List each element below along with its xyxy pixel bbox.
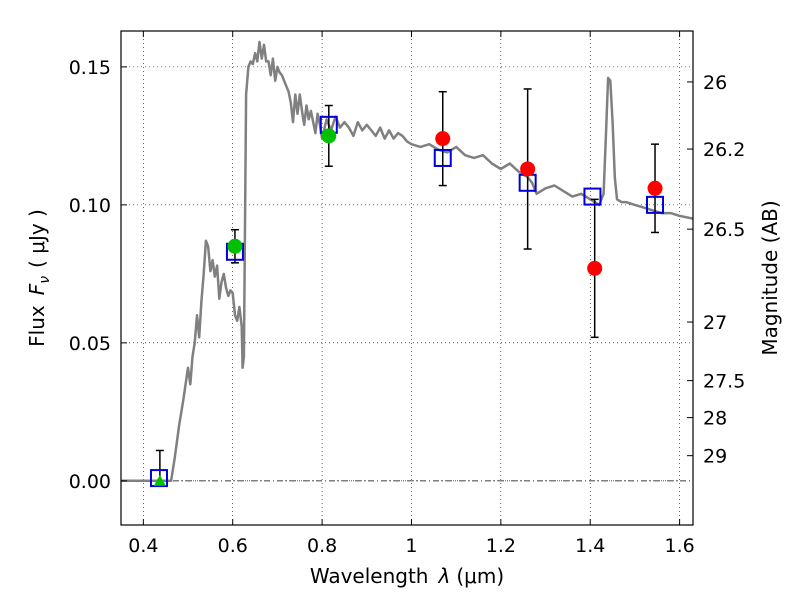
model-photometry-point	[149, 469, 168, 488]
x-tick-label: 0.6	[218, 535, 248, 557]
x-tick-label: 1	[405, 535, 417, 557]
axis-ticks: 0.4 0.6 0.8 1 1.2 1.4 1.6 0.00 0.05 0.10 0.15 26 26.…	[69, 31, 745, 557]
detection-point	[520, 161, 536, 177]
x-tick-label: 1.2	[486, 535, 516, 557]
plot-background	[121, 31, 693, 525]
marks-layer	[149, 88, 665, 488]
right-tick-label: 26.5	[703, 219, 745, 241]
right-axis-label: Magnitude (AB)	[758, 200, 782, 355]
model-spectrum-line	[121, 40, 693, 483]
right-tick-label: 26.2	[703, 139, 745, 161]
model-photometry-point	[433, 148, 452, 167]
y-tick-label: 0.15	[69, 57, 111, 79]
x-tick-label: 1.4	[575, 535, 605, 557]
detection-point	[435, 131, 451, 147]
model-layer	[121, 40, 693, 483]
right-tick-label: 28	[703, 408, 727, 430]
y-tick-label: 0.10	[69, 195, 111, 217]
right-tick-label: 26	[703, 72, 727, 94]
detection-point	[647, 180, 663, 196]
x-tick-label: 0.8	[307, 535, 337, 557]
optical-detection-point	[227, 238, 243, 254]
y-axis-label: FluxFν( μJy )	[25, 209, 53, 347]
right-tick-label: 29	[703, 446, 727, 468]
optical-detection-point	[321, 128, 337, 144]
model-photometry-point	[583, 187, 602, 206]
y-tick-label: 0.00	[69, 471, 111, 493]
x-tick-label: 1.6	[664, 535, 694, 557]
right-tick-label: 27.5	[703, 371, 745, 393]
x-tick-label: 0.4	[128, 535, 158, 557]
upper-limit-point	[153, 474, 166, 486]
x-axis-label: Wavelength λ (μm)	[310, 564, 504, 588]
detection-point	[587, 260, 603, 276]
plot-frame	[120, 30, 694, 526]
model-photometry-point	[646, 195, 665, 214]
right-tick-label: 27	[703, 312, 727, 334]
y-tick-label: 0.05	[69, 333, 111, 355]
